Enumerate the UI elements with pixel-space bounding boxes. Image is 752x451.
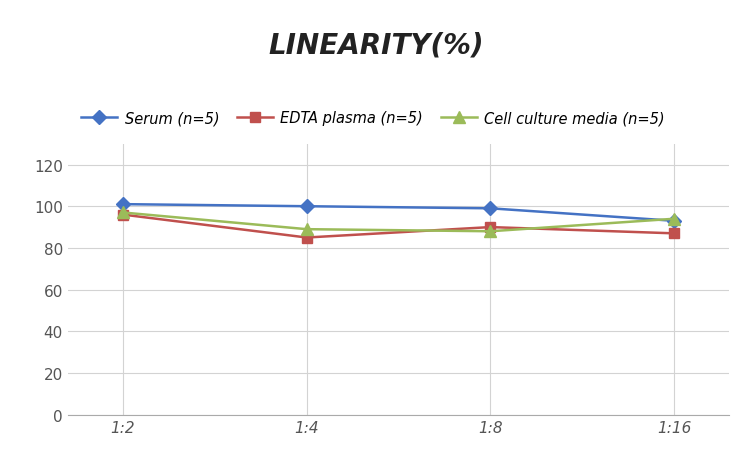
Legend: Serum (n=5), EDTA plasma (n=5), Cell culture media (n=5): Serum (n=5), EDTA plasma (n=5), Cell cul… bbox=[75, 105, 671, 132]
Text: LINEARITY(%): LINEARITY(%) bbox=[268, 32, 484, 60]
